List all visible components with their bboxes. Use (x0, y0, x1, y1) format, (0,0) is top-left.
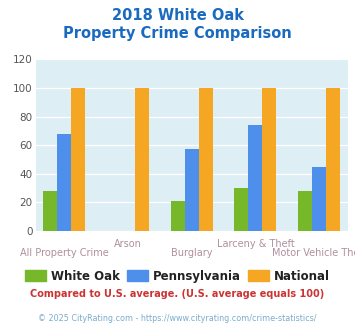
Bar (185, 149, 199, 231)
Bar (57, 134, 71, 231)
Bar (171, 201, 185, 231)
Bar (71, 88, 85, 231)
Bar (312, 167, 326, 231)
Bar (199, 88, 213, 231)
Text: Compared to U.S. average. (U.S. average equals 100): Compared to U.S. average. (U.S. average … (31, 289, 324, 299)
Bar (43, 191, 57, 231)
Legend: White Oak, Pennsylvania, National: White Oak, Pennsylvania, National (20, 265, 335, 287)
Text: Arson: Arson (114, 239, 142, 249)
Text: © 2025 CityRating.com - https://www.cityrating.com/crime-statistics/: © 2025 CityRating.com - https://www.city… (38, 314, 317, 323)
Bar (326, 88, 340, 231)
Text: Larceny & Theft: Larceny & Theft (217, 239, 294, 249)
Bar (248, 125, 262, 231)
Bar (298, 191, 312, 231)
Text: All Property Crime: All Property Crime (20, 248, 109, 257)
Text: 2018 White Oak: 2018 White Oak (111, 8, 244, 23)
Bar (262, 88, 277, 231)
Bar (234, 188, 248, 231)
Text: Motor Vehicle Theft: Motor Vehicle Theft (272, 248, 355, 257)
Bar (135, 88, 149, 231)
Text: Burglary: Burglary (171, 248, 212, 257)
Text: Property Crime Comparison: Property Crime Comparison (63, 26, 292, 41)
